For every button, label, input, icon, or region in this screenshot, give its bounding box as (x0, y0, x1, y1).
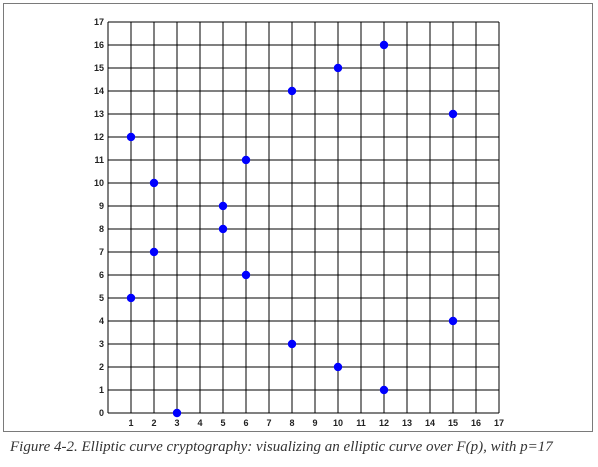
y-tick-label: 2 (99, 362, 104, 372)
x-tick-label: 3 (174, 418, 179, 428)
data-point (241, 155, 251, 165)
x-tick-label: 15 (448, 418, 458, 428)
data-point (172, 408, 182, 418)
x-tick-label: 13 (402, 418, 412, 428)
x-tick-label: 6 (243, 418, 248, 428)
y-tick-label: 12 (94, 132, 104, 142)
y-tick-label: 1 (99, 385, 104, 395)
x-tick-label: 14 (425, 418, 435, 428)
data-point (379, 385, 389, 395)
y-tick-label: 4 (99, 316, 104, 326)
y-tick-label: 6 (99, 270, 104, 280)
data-point (287, 86, 297, 96)
figure-frame (3, 3, 593, 432)
y-tick-label: 7 (99, 247, 104, 257)
data-point (126, 293, 136, 303)
x-tick-label: 9 (312, 418, 317, 428)
data-point (333, 63, 343, 73)
data-point (149, 247, 159, 257)
x-tick-label: 2 (151, 418, 156, 428)
data-point (333, 362, 343, 372)
y-tick-label: 14 (94, 86, 104, 96)
data-point (218, 224, 228, 234)
x-tick-label: 4 (197, 418, 202, 428)
data-point (287, 339, 297, 349)
y-tick-label: 13 (94, 109, 104, 119)
y-tick-label: 11 (94, 155, 104, 165)
y-tick-label: 9 (99, 201, 104, 211)
data-point (126, 132, 136, 142)
x-tick-label: 8 (289, 418, 294, 428)
data-point (379, 40, 389, 50)
y-tick-label: 10 (94, 178, 104, 188)
x-tick-label: 11 (356, 418, 366, 428)
data-point (241, 270, 251, 280)
y-tick-label: 8 (99, 224, 104, 234)
y-tick-label: 5 (99, 293, 104, 303)
x-tick-label: 12 (379, 418, 389, 428)
figure-caption: Figure 4-2. Elliptic curve cryptography:… (10, 439, 553, 455)
x-tick-label: 1 (128, 418, 133, 428)
data-point (448, 316, 458, 326)
data-point (218, 201, 228, 211)
x-tick-label: 5 (220, 418, 225, 428)
x-tick-label: 16 (471, 418, 481, 428)
y-tick-label: 16 (94, 40, 104, 50)
data-point (448, 109, 458, 119)
x-tick-label: 10 (333, 418, 343, 428)
y-tick-label: 3 (99, 339, 104, 349)
y-tick-label: 15 (94, 63, 104, 73)
data-point (149, 178, 159, 188)
x-tick-label: 7 (266, 418, 271, 428)
y-tick-label: 0 (99, 408, 104, 418)
x-tick-label: 17 (494, 418, 504, 428)
y-tick-label: 17 (94, 17, 104, 27)
